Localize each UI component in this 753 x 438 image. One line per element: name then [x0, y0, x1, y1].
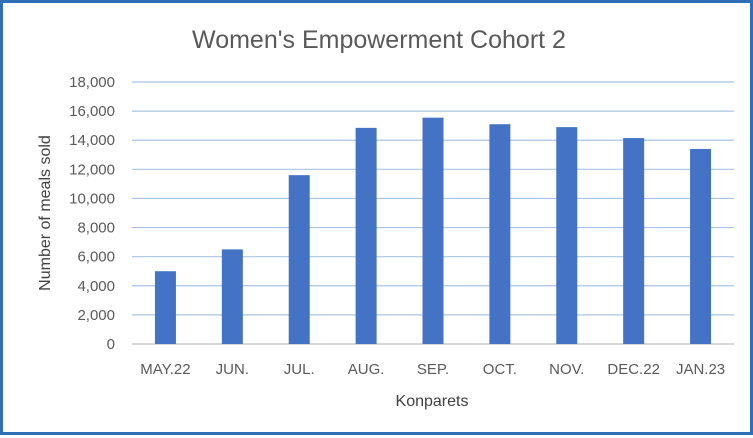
bar-dec-22 — [623, 138, 645, 344]
x-tick-label: JUL. — [284, 361, 315, 378]
y-tick-label: 2,000 — [77, 307, 115, 324]
x-tick-label: AUG. — [348, 361, 385, 378]
y-axis-title: Number of meals sold — [37, 135, 54, 291]
bar-aug — [355, 127, 377, 344]
y-tick-label: 16,000 — [69, 103, 115, 120]
y-axis-ticks: 0 2,000 4,000 6,000 8,000 10,000 12,000 14,000 1… — [69, 74, 115, 353]
y-tick-label: 4,000 — [77, 278, 115, 295]
y-tick-label: 18,000 — [69, 74, 115, 91]
bar-nov — [556, 127, 578, 344]
x-axis-title: Konparets — [396, 393, 469, 410]
bar-jul — [288, 175, 310, 344]
bar-jun — [221, 249, 243, 344]
y-tick-label: 12,000 — [69, 161, 115, 178]
y-tick-label: 6,000 — [77, 249, 115, 266]
y-tick-label: 10,000 — [69, 190, 115, 207]
bar-may-22 — [154, 271, 176, 344]
bar-jan-23 — [690, 148, 712, 344]
x-tick-label: NOV. — [549, 361, 584, 378]
y-tick-label: 8,000 — [77, 220, 115, 237]
x-tick-label: OCT. — [483, 361, 517, 378]
y-tick-label: 14,000 — [69, 132, 115, 149]
bars — [154, 117, 712, 345]
x-tick-label: SEP. — [417, 361, 449, 378]
x-tick-label: MAY.22 — [140, 361, 190, 378]
y-tick-label: 0 — [107, 336, 115, 353]
x-tick-label: JAN.23 — [676, 361, 725, 378]
x-axis-ticks: MAY.22 JUN. JUL. AUG. SEP. OCT. NOV. DEC.22 JAN.… — [140, 361, 725, 378]
bar-oct — [489, 124, 511, 344]
x-tick-label: JUN. — [216, 361, 249, 378]
chart-title: Women's Empowerment Cohort 2 — [192, 26, 566, 54]
bar-chart: Women's Empowerment Cohort 2 0 2,000 4,000… — [37, 26, 734, 410]
bar-sep — [422, 117, 444, 345]
x-tick-label: DEC.22 — [607, 361, 660, 378]
